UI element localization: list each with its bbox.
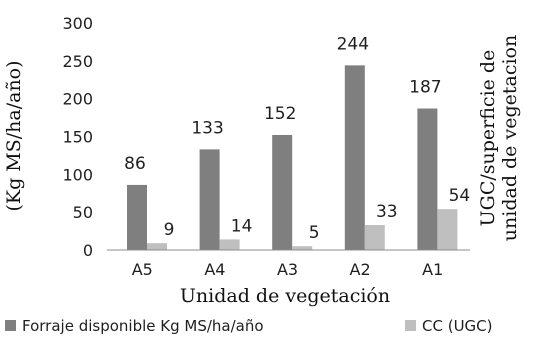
- data-label-forraje-a3: 152: [264, 104, 296, 124]
- y-tick-label: 250: [62, 52, 93, 71]
- y-tick-label: 50: [73, 203, 93, 222]
- data-label-cc-a5: 9: [164, 220, 175, 240]
- legend-label-forraje: Forraje disponible Kg MS/ha/año: [22, 317, 264, 335]
- data-label-forraje-a5: 86: [124, 154, 146, 174]
- bar-forraje-a4: [199, 149, 220, 250]
- bar-cc-a4: [219, 239, 240, 250]
- x-tick-label: A5: [132, 260, 153, 279]
- bar-forraje-a2: [344, 65, 365, 250]
- secondary-axis-title-line1: UGC/superficie de: [477, 50, 499, 227]
- y-axis-title: (Kg MS/ha/año): [3, 60, 25, 211]
- x-tick-label: A2: [350, 260, 371, 279]
- data-label-cc-a2: 33: [376, 202, 398, 222]
- y-tick-label: 150: [62, 128, 93, 147]
- bar-forraje-a3: [272, 134, 293, 250]
- x-axis-title: Unidad de vegetación: [180, 285, 390, 307]
- bar-cc-a1: [437, 209, 458, 250]
- bar-cc-a2: [364, 225, 385, 250]
- y-tick-label: 200: [62, 90, 93, 109]
- x-tick-label: A3: [277, 260, 298, 279]
- x-tick-label: A4: [204, 260, 225, 279]
- bar-forraje-a5: [127, 184, 147, 250]
- y-tick-label: 300: [62, 14, 93, 33]
- secondary-axis-title-line2: unidad de vegetacion: [499, 35, 521, 241]
- data-label-cc-a3: 5: [309, 223, 320, 243]
- data-label-forraje-a2: 244: [337, 34, 369, 54]
- bar-marks: [127, 65, 458, 251]
- legend-label-cc: CC (UGC): [422, 317, 493, 335]
- x-axis-ticks: A5 A4 A3 A2 A1: [132, 260, 444, 279]
- bar-cc-a3: [292, 246, 313, 250]
- data-label-forraje-a4: 133: [191, 118, 223, 138]
- data-labels: 86 9 133 14 152 5 244 33 187 54: [124, 34, 470, 243]
- data-label-cc-a4: 14: [231, 216, 253, 236]
- legend-swatch-cc: [405, 320, 416, 331]
- data-label-forraje-a1: 187: [409, 78, 441, 98]
- data-label-cc-a1: 54: [449, 186, 471, 206]
- y-tick-label: 0: [83, 241, 93, 260]
- bar-cc-a5: [147, 243, 167, 250]
- y-tick-label: 100: [62, 165, 93, 184]
- bar-forraje-a1: [417, 108, 438, 251]
- legend: Forraje disponible Kg MS/ha/año CC (UGC): [5, 317, 493, 335]
- x-tick-label: A1: [422, 260, 443, 279]
- y-axis-ticks: 0 50 100 150 200 250 300: [62, 14, 93, 260]
- legend-swatch-forraje: [5, 320, 16, 331]
